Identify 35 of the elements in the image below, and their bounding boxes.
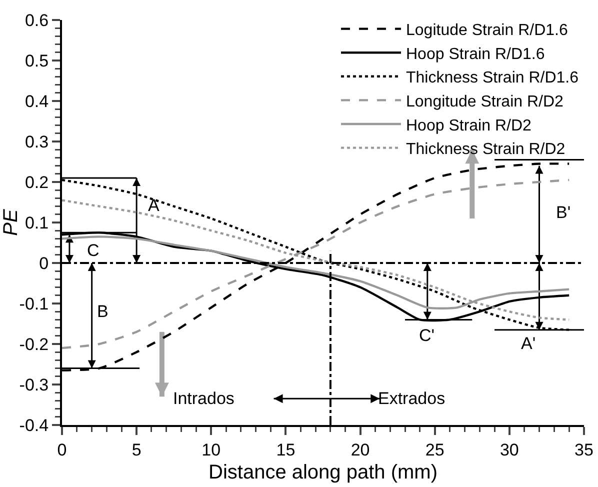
annotation: A xyxy=(148,196,160,215)
x-axis-title: Distance along path (mm) xyxy=(208,461,438,484)
y-tick-label: -0.1 xyxy=(19,294,49,314)
legend-label: Hoop Strain R/D1.6 xyxy=(406,46,545,63)
annotation: C' xyxy=(419,326,435,345)
x-tick-label: 10 xyxy=(202,440,221,460)
legend-label: Logitude Strain R/D1.6 xyxy=(406,22,568,40)
x-tick-label: 0 xyxy=(57,440,67,460)
y-tick-label: 0.5 xyxy=(24,51,49,70)
y-tick-label: 0.1 xyxy=(24,213,49,232)
y-tick-label: -0.3 xyxy=(19,375,49,394)
annotation: B xyxy=(97,302,108,321)
y-tick-label: 0.4 xyxy=(24,92,49,111)
legend-label: Longitude Strain R/D2 xyxy=(406,93,564,110)
legend-label: Thickness Strain R/D1.6 xyxy=(406,70,579,87)
y-tick-label: 0.3 xyxy=(24,132,49,152)
y-tick-label: 0.2 xyxy=(24,172,49,192)
y-axis-title: PE xyxy=(0,208,22,236)
annotation: C xyxy=(87,241,100,260)
x-tick-label: 15 xyxy=(276,440,296,460)
x-tick-label: 35 xyxy=(574,440,594,460)
x-tick-label: 5 xyxy=(132,440,142,460)
annotation: B' xyxy=(556,203,571,222)
y-tick-label: 0.6 xyxy=(24,10,49,30)
x-tick-label: 30 xyxy=(500,440,519,460)
y-tick-label: 0 xyxy=(39,254,49,273)
legend-label: Thickness Strain R/D2 xyxy=(406,141,566,158)
annotation: A' xyxy=(521,334,536,353)
legend-label: Hoop Strain R/D2 xyxy=(406,117,532,134)
x-tick-label: 20 xyxy=(350,440,370,460)
x-tick-label: 25 xyxy=(425,440,444,460)
annotation: Intrados xyxy=(173,389,234,408)
annotation: Extrados xyxy=(378,389,446,408)
y-tick-label: -0.4 xyxy=(19,416,49,435)
y-tick-label: -0.2 xyxy=(19,334,49,354)
